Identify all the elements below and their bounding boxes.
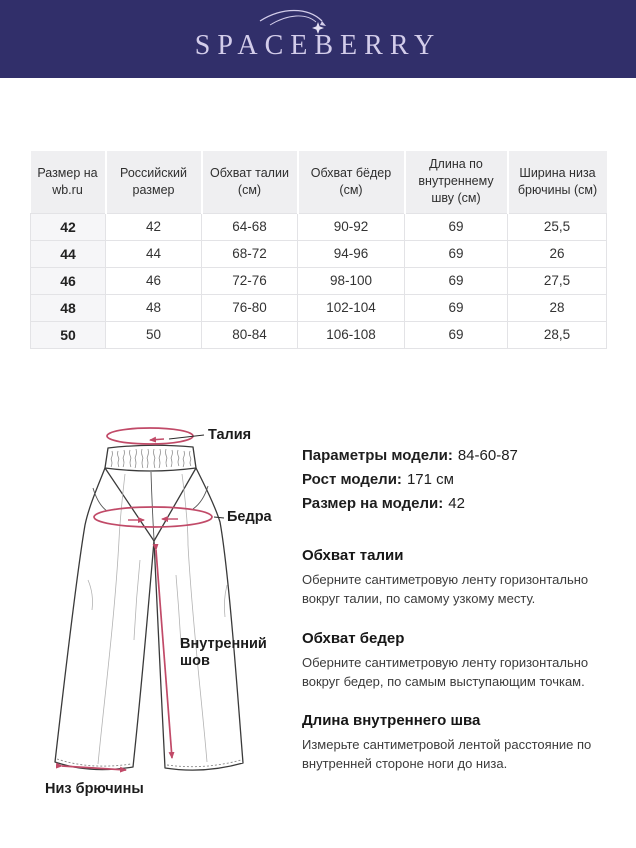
hem-label: Низ брючины (45, 781, 144, 797)
measurement-cell: 50 (105, 320, 202, 349)
size-cell: 42 (30, 212, 106, 241)
measurement-cell: 98-100 (297, 266, 405, 295)
table-row: 46 46 72-76 98-100 69 27,5 (30, 266, 607, 295)
measurement-cell: 42 (105, 212, 202, 241)
measurement-cell: 69 (404, 320, 508, 349)
measurement-info: Параметры модели: 84-60-87 Рост модели: 17… (302, 444, 614, 795)
pants-measurement-diagram: Талия Бедра Внутренний шов Низ брючины (30, 410, 290, 820)
measure-guide-item: Длина внутреннего шва Измерьте сантиметр… (302, 712, 614, 774)
column-header: Обхват бёдер (см) (296, 151, 406, 214)
model-parameters-line: Параметры модели: 84-60-87 (302, 444, 614, 468)
measure-guide-text: Измерьте сантиметровой лентой расстояние… (302, 737, 592, 772)
measure-guide-item: Обхват бедер Оберните сантиметровую лент… (302, 630, 614, 692)
model-size-label: Размер на модели: (302, 495, 444, 512)
measurement-cell: 28 (507, 293, 607, 322)
measurement-cell: 69 (404, 266, 508, 295)
model-size-value: 42 (448, 495, 465, 512)
table-row: 44 44 68-72 94-96 69 26 (30, 239, 607, 268)
measurement-cell: 80-84 (201, 320, 298, 349)
size-table-body: 42 42 64-68 90-92 69 25,5 44 44 68-72 94-96 69 26 46… (30, 212, 607, 349)
model-height-line: Рост модели: 171 см (302, 468, 614, 492)
measurement-cell: 106-108 (297, 320, 405, 349)
size-cell: 48 (30, 293, 106, 322)
pants-sketch (54, 427, 244, 773)
table-row: 42 42 64-68 90-92 69 25,5 (30, 212, 607, 241)
brand-banner: SPACEBERRY (0, 0, 636, 78)
measurement-cell: 46 (105, 266, 202, 295)
measurement-cell: 48 (105, 293, 202, 322)
model-parameters-label: Параметры модели: (302, 447, 453, 464)
inseam-label: Внутренний шов (180, 636, 267, 669)
column-header: Длина по внутреннему шву (см) (403, 151, 509, 214)
measurement-cell: 27,5 (507, 266, 607, 295)
shooting-star-icon (259, 9, 326, 34)
column-header: Размер на wb.ru (30, 151, 107, 214)
size-table-header: Размер на wb.ru Российский размер Обхват т… (30, 151, 607, 214)
measurement-cell: 102-104 (297, 293, 405, 322)
table-row: 50 50 80-84 106-108 69 28,5 (30, 320, 607, 349)
measurement-cell: 90-92 (297, 212, 405, 241)
size-cell: 50 (30, 320, 106, 349)
column-header: Обхват талии (см) (200, 151, 299, 214)
measure-guides: Обхват талии Оберните сантиметровую лент… (302, 547, 614, 774)
measurement-cell: 76-80 (201, 293, 298, 322)
model-size-line: Размер на модели: 42 (302, 492, 614, 516)
measurement-cell: 94-96 (297, 239, 405, 268)
measure-guide-title: Обхват талии (302, 547, 404, 564)
model-parameters-value: 84-60-87 (457, 447, 518, 464)
measurement-cell: 64-68 (201, 212, 298, 241)
measurement-cell: 69 (404, 239, 508, 268)
measurement-cell: 72-76 (201, 266, 298, 295)
measure-guide-item: Обхват талии Оберните сантиметровую лент… (302, 547, 614, 609)
size-table: Размер на wb.ru Российский размер Обхват т… (30, 151, 607, 349)
measurement-cell: 68-72 (201, 239, 298, 268)
measurement-cell: 69 (404, 212, 508, 241)
measure-guide-text: Оберните сантиметровую ленту горизонталь… (302, 572, 589, 606)
waist-label: Талия (208, 427, 252, 443)
measurement-cell: 44 (105, 239, 202, 268)
measurement-cell: 26 (507, 239, 607, 268)
measurement-cell: 25,5 (507, 212, 607, 241)
table-row: 48 48 76-80 102-104 69 28 (30, 293, 607, 322)
hips-label: Бедра (227, 509, 272, 525)
measurement-cell: 28,5 (507, 320, 607, 349)
measurement-cell: 69 (404, 293, 508, 322)
size-cell: 44 (30, 239, 106, 268)
model-height-value: 171 см (406, 471, 454, 488)
column-header: Российский размер (104, 151, 203, 214)
measure-guide-text: Оберните сантиметровую ленту горизонталь… (302, 654, 589, 689)
brand-logo: SPACEBERRY (194, 30, 442, 61)
measure-guide-title: Обхват бедер (302, 629, 405, 647)
column-header: Ширина низа брючины (см) (506, 151, 607, 214)
model-height-label: Рост модели: (302, 471, 402, 488)
measure-guide-title: Длина внутреннего шва (302, 712, 481, 730)
size-cell: 46 (30, 266, 106, 295)
